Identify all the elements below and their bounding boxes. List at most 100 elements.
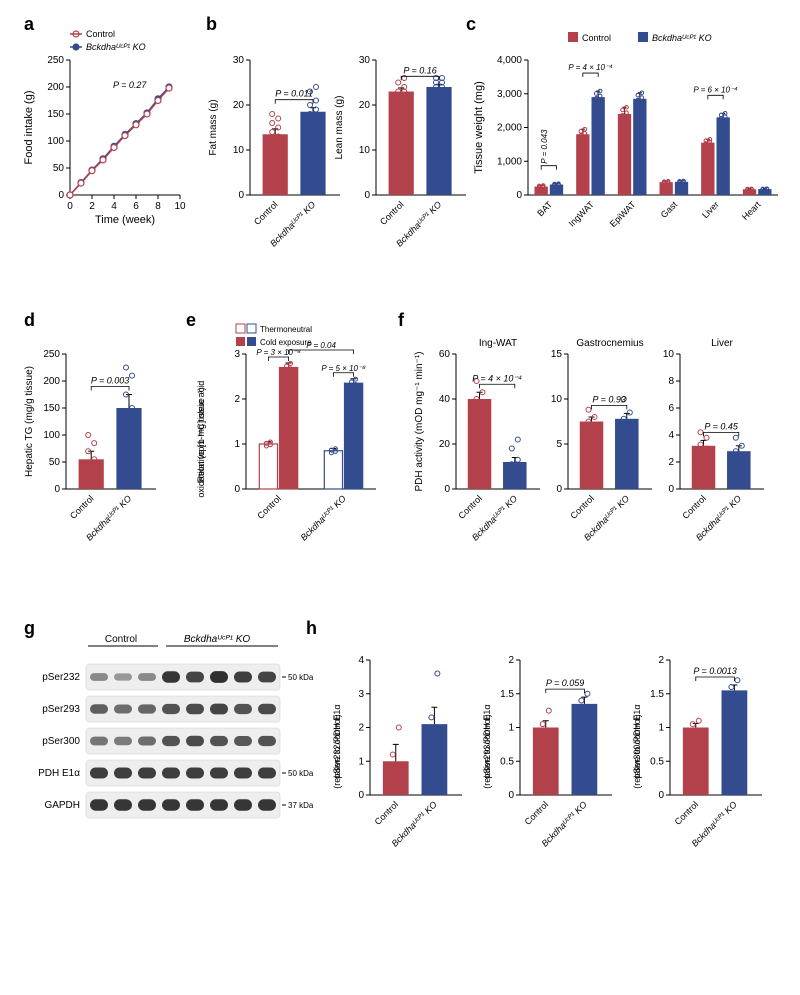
svg-text:Control: Control — [68, 493, 96, 521]
svg-text:Control: Control — [582, 33, 611, 43]
svg-text:10: 10 — [663, 349, 675, 360]
svg-text:(relative to control): (relative to control) — [332, 714, 342, 789]
svg-text:4: 4 — [111, 201, 117, 212]
svg-text:10: 10 — [551, 394, 563, 405]
svg-text:P = 0.27: P = 0.27 — [113, 80, 147, 90]
svg-text:Liver: Liver — [700, 199, 721, 220]
svg-text:2: 2 — [658, 655, 664, 666]
svg-text:0: 0 — [556, 484, 562, 495]
svg-text:5: 5 — [556, 439, 562, 450]
svg-text:3,000: 3,000 — [497, 89, 522, 100]
svg-text:20: 20 — [439, 439, 451, 450]
svg-text:Hepatic TG (mg/g tissue): Hepatic TG (mg/g tissue) — [24, 366, 35, 477]
svg-text:150: 150 — [47, 109, 64, 120]
svg-text:0.5: 0.5 — [500, 756, 514, 767]
svg-text:2: 2 — [358, 723, 364, 734]
svg-text:250: 250 — [47, 55, 64, 66]
svg-text:Bckdhaᵁᶜᴾ¹ KO: Bckdhaᵁᶜᴾ¹ KO — [184, 634, 251, 645]
svg-text:50: 50 — [53, 163, 65, 174]
svg-text:P = 0.011: P = 0.011 — [275, 89, 313, 99]
svg-text:Control: Control — [680, 493, 708, 521]
svg-text:Bckdhaᵁᶜᴾ¹ KO: Bckdhaᵁᶜᴾ¹ KO — [652, 33, 712, 43]
svg-text:P = 0.043: P = 0.043 — [540, 129, 549, 164]
svg-text:0: 0 — [658, 790, 664, 801]
svg-text:0: 0 — [358, 790, 364, 801]
svg-text:100: 100 — [43, 430, 60, 441]
svg-text:37 kDa: 37 kDa — [288, 801, 314, 810]
svg-text:P = 0.059: P = 0.059 — [546, 678, 584, 688]
svg-text:(relative to control): (relative to control) — [482, 714, 492, 789]
svg-text:Cold exposure: Cold exposure — [260, 338, 312, 347]
svg-text:0.5: 0.5 — [650, 756, 664, 767]
svg-text:BAT: BAT — [535, 199, 554, 218]
svg-text:Liver: Liver — [711, 338, 733, 349]
svg-text:1.5: 1.5 — [500, 689, 514, 700]
svg-text:10: 10 — [359, 145, 371, 156]
svg-text:Control: Control — [373, 799, 401, 827]
svg-text:1: 1 — [234, 439, 240, 450]
svg-text:0: 0 — [516, 190, 522, 201]
svg-text:2: 2 — [234, 394, 240, 405]
svg-text:P = 0.0013: P = 0.0013 — [693, 666, 736, 676]
svg-text:1.5: 1.5 — [650, 689, 664, 700]
svg-text:P = 0.93: P = 0.93 — [592, 394, 625, 404]
svg-text:GAPDH: GAPDH — [44, 800, 80, 811]
svg-text:P = 3 × 10⁻⁸: P = 3 × 10⁻⁸ — [256, 348, 301, 357]
svg-text:1: 1 — [658, 723, 664, 734]
svg-text:0: 0 — [668, 484, 674, 495]
svg-text:P = 6 × 10⁻⁴: P = 6 × 10⁻⁴ — [693, 85, 738, 94]
svg-text:Food intake (g): Food intake (g) — [23, 91, 35, 165]
svg-text:Control: Control — [86, 29, 115, 39]
svg-text:40: 40 — [439, 394, 451, 405]
svg-text:PDH E1α: PDH E1α — [38, 768, 80, 779]
svg-text:4: 4 — [358, 655, 364, 666]
svg-text:P = 4 × 10⁻⁴: P = 4 × 10⁻⁴ — [472, 373, 522, 383]
svg-text:150: 150 — [43, 403, 60, 414]
svg-text:30: 30 — [359, 55, 371, 66]
svg-text:Control: Control — [378, 199, 406, 227]
svg-text:IngWAT: IngWAT — [567, 199, 597, 229]
svg-text:20: 20 — [359, 100, 371, 111]
svg-text:15: 15 — [551, 349, 563, 360]
svg-text:P = 5 × 10⁻⁸: P = 5 × 10⁻⁸ — [321, 364, 366, 373]
svg-text:200: 200 — [43, 376, 60, 387]
svg-text:20: 20 — [233, 100, 245, 111]
svg-text:Control: Control — [255, 493, 283, 521]
svg-text:10: 10 — [233, 145, 245, 156]
svg-text:Control: Control — [568, 493, 596, 521]
svg-text:100: 100 — [47, 136, 64, 147]
svg-text:EpiWAT: EpiWAT — [608, 199, 638, 229]
svg-text:3: 3 — [358, 689, 364, 700]
svg-text:3: 3 — [234, 349, 240, 360]
svg-text:30: 30 — [233, 55, 245, 66]
svg-text:50: 50 — [49, 457, 61, 468]
svg-text:250: 250 — [43, 349, 60, 360]
svg-text:50 kDa: 50 kDa — [288, 769, 314, 778]
svg-text:Control: Control — [105, 634, 137, 645]
svg-text:Control: Control — [523, 799, 551, 827]
svg-text:2: 2 — [89, 201, 95, 212]
svg-text:6: 6 — [668, 403, 674, 414]
figure-svg: 0501001502002500246810Food intake (g)Tim… — [0, 0, 800, 995]
svg-text:0: 0 — [54, 484, 60, 495]
svg-text:2,000: 2,000 — [497, 123, 522, 134]
svg-text:P = 0.003: P = 0.003 — [91, 376, 129, 386]
svg-text:50 kDa: 50 kDa — [288, 673, 314, 682]
svg-text:0: 0 — [234, 484, 240, 495]
svg-text:oxidation (cpm mg tissue⁻¹): oxidation (cpm mg tissue⁻¹) — [196, 387, 206, 497]
svg-text:Gast: Gast — [659, 199, 680, 220]
svg-text:P = 0.16: P = 0.16 — [403, 65, 436, 75]
svg-text:2: 2 — [508, 655, 514, 666]
svg-text:0: 0 — [508, 790, 514, 801]
svg-text:Control: Control — [252, 199, 280, 227]
svg-text:Control: Control — [456, 493, 484, 521]
svg-text:Fat mass (g): Fat mass (g) — [208, 99, 219, 155]
svg-text:2: 2 — [668, 457, 674, 468]
svg-text:Bckdhaᵁᶜᴾ¹ KO: Bckdhaᵁᶜᴾ¹ KO — [86, 42, 146, 52]
svg-text:pSer232: pSer232 — [42, 672, 80, 683]
svg-text:1: 1 — [508, 723, 514, 734]
svg-text:Ing-WAT: Ing-WAT — [479, 338, 517, 349]
svg-text:Thermoneutral: Thermoneutral — [260, 325, 312, 334]
svg-text:Heart: Heart — [740, 199, 763, 222]
svg-text:Control: Control — [673, 799, 701, 827]
